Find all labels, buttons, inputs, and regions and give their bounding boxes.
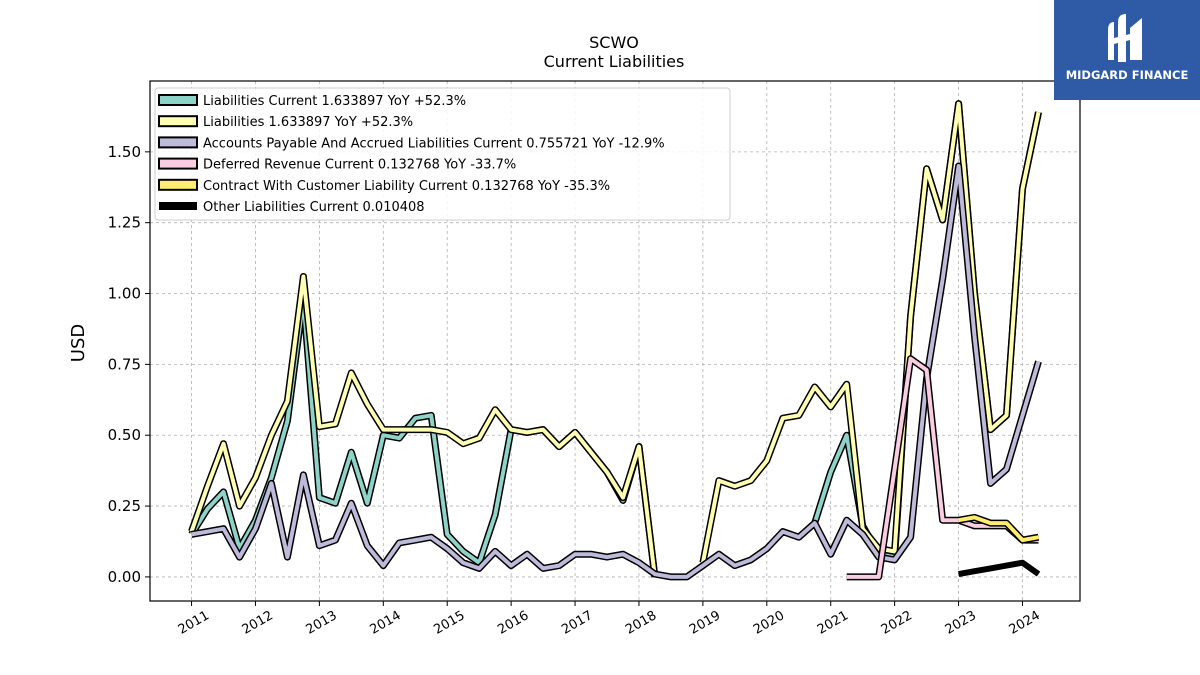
x-tick-label: 2021: [815, 608, 851, 638]
brand-logo: MIDGARD FINANCE: [1054, 0, 1200, 100]
legend-swatch: [158, 94, 198, 106]
legend-item: Liabilities 1.633897 YoY +52.3%: [158, 115, 413, 130]
legend-swatch: [159, 202, 197, 210]
x-tick-label: 2014: [367, 608, 403, 638]
series-path: [958, 515, 1039, 543]
series-line: [957, 513, 1040, 544]
legend-swatch: [158, 115, 198, 128]
legend-item: Contract With Customer Liability Current…: [158, 178, 610, 194]
series-path: [700, 101, 1041, 564]
legend-box: [154, 87, 731, 221]
y-tick-label: 0.00: [108, 568, 141, 586]
x-tick-label: 2017: [559, 608, 595, 638]
series-line: [188, 100, 1042, 578]
x-tick-label: 2022: [879, 608, 915, 638]
y-tick-label: 0.25: [108, 497, 141, 515]
legend-item: Liabilities Current 1.633897 YoY +52.3%: [158, 94, 466, 109]
x-axis: 2011 2012 2013 2014 2015 2016 2017 2018 2019 2020…: [176, 601, 1043, 638]
chart-subtitle: Current Liabilities: [544, 52, 685, 71]
y-tick-label: 0.50: [108, 426, 141, 444]
x-tick-label: 2019: [687, 608, 723, 638]
legend-swatch: [158, 157, 198, 170]
series-path: [189, 274, 657, 578]
chart-title: SCWO: [589, 33, 639, 52]
y-axis: 0.00 0.25 0.50 0.75 1.00 1.25 1.50: [108, 143, 150, 586]
x-tick-label: 2023: [943, 608, 979, 638]
plot-frame: [149, 80, 1081, 602]
y-tick-label: 1.00: [108, 285, 141, 303]
legend-item: Other Liabilities Current 0.010408: [159, 200, 425, 215]
series-outline: [188, 273, 659, 578]
x-tick-label: 2013: [304, 608, 340, 638]
legend-swatch: [158, 178, 198, 191]
x-tick-label: 2024: [1007, 608, 1043, 638]
x-tick-label: 2012: [240, 608, 276, 638]
y-axis-label: USD: [68, 324, 89, 362]
y-tick-label: 1.25: [108, 214, 141, 232]
legend-item: Deferred Revenue Current 0.132768 YoY -3…: [158, 157, 516, 173]
x-tick-label: 2018: [623, 608, 659, 638]
legend-label: Deferred Revenue Current 0.132768 YoY -3…: [203, 158, 516, 173]
x-tick-label: 2011: [176, 608, 212, 638]
series-path: [958, 559, 1041, 578]
legend: Liabilities Current 1.633897 YoY +52.3% L…: [154, 87, 731, 221]
legend-label: Contract With Customer Liability Current…: [203, 179, 610, 194]
brand-name: MIDGARD FINANCE: [1065, 68, 1189, 82]
y-tick-label: 0.75: [108, 355, 141, 373]
x-tick-label: 2015: [431, 608, 467, 638]
legend-label: Liabilities 1.633897 YoY +52.3%: [203, 115, 413, 130]
series-path: [191, 164, 1041, 579]
legend-swatch: [158, 136, 198, 149]
x-tick-label: 2020: [751, 608, 787, 638]
legend-label: Accounts Payable And Accrued Liabilities…: [203, 136, 665, 151]
legend-label: Other Liabilities Current 0.010408: [203, 200, 425, 215]
series-line: [190, 162, 1042, 581]
y-tick-label: 1.50: [108, 143, 141, 161]
legend-item: Accounts Payable And Accrued Liabilities…: [158, 136, 665, 151]
logo-mark-icon: [1108, 14, 1142, 62]
series-line: [958, 559, 1041, 578]
series-layer: [188, 100, 1042, 581]
grid: [150, 81, 1080, 601]
x-tick-label: 2016: [495, 608, 531, 638]
legend-label: Liabilities Current 1.633897 YoY +52.3%: [203, 94, 466, 109]
series-outline: [699, 100, 1042, 564]
